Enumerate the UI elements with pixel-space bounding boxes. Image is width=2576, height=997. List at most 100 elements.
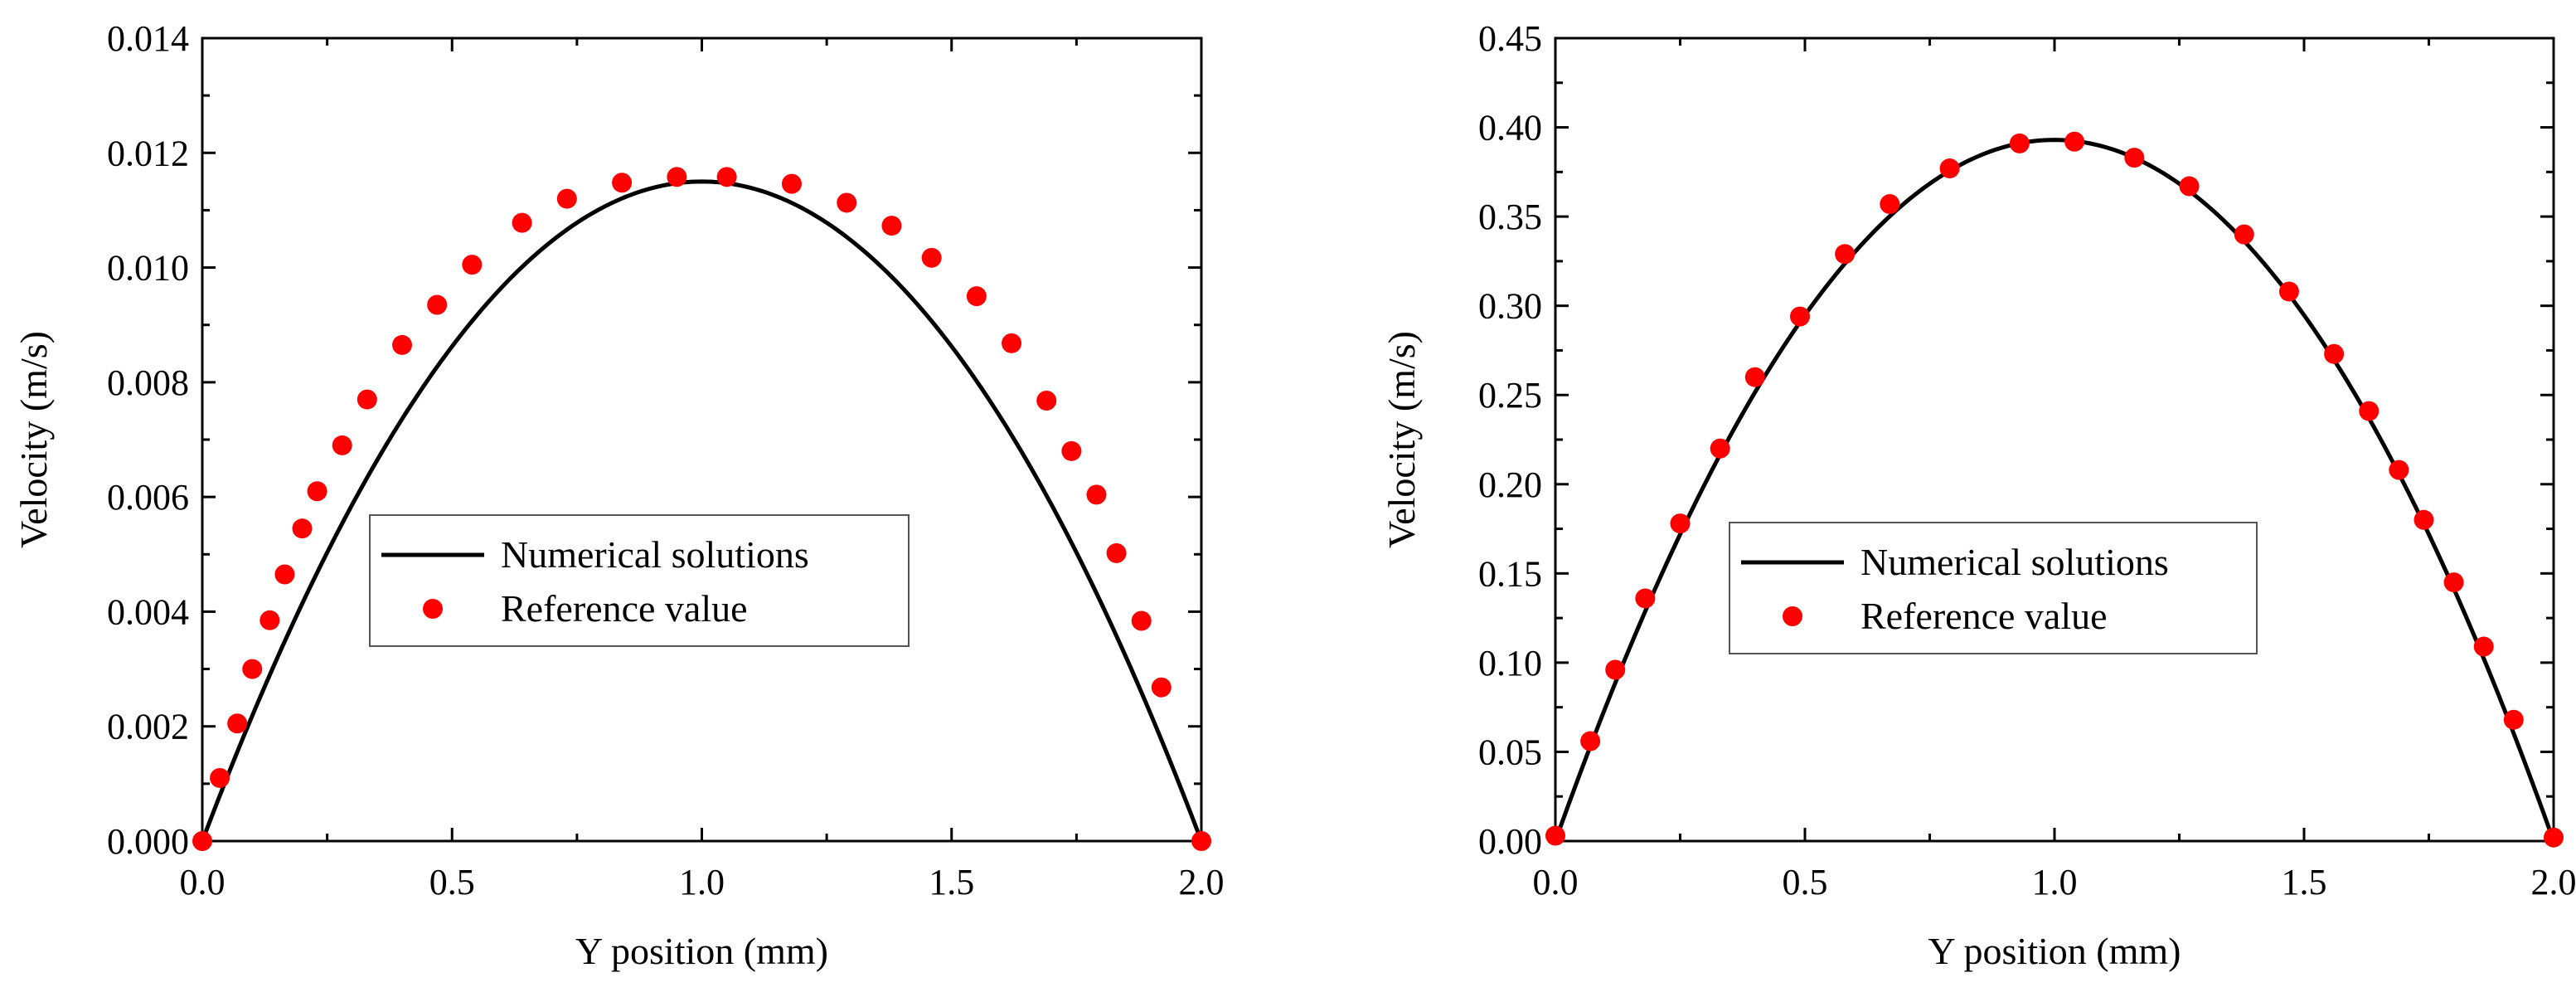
reference-point — [260, 610, 280, 630]
x-tick-label: 0.0 — [1533, 862, 1579, 902]
reference-point — [274, 564, 295, 585]
legend-label-numerical: Numerical solutions — [501, 533, 809, 576]
y-axis-title: Velocity (m/s) — [12, 331, 55, 548]
reference-point — [2443, 572, 2464, 593]
reference-point — [332, 435, 352, 455]
y-tick-label: 0.20 — [1478, 464, 1542, 505]
reference-point — [192, 831, 212, 851]
reference-point — [1191, 831, 1211, 851]
y-tick-label: 0.006 — [107, 477, 189, 518]
reference-point — [1061, 440, 1082, 461]
x-axis-title: Y position (mm) — [575, 930, 828, 972]
chart-left: 0.0 0.5 1.0 1.5 2.0 0.000 0.002 0.004 0.006 0.008… — [12, 18, 1225, 972]
reference-point — [881, 216, 902, 236]
y-tick-label: 0.35 — [1478, 197, 1542, 237]
y-tick-label: 0.014 — [107, 18, 189, 59]
legend-label-reference: Reference value — [501, 587, 748, 630]
chart-right: 0.0 0.5 1.0 1.5 2.0 0.00 0.05 0.10 0.15 0.20 0.25 0… — [1380, 18, 2576, 972]
reference-point — [716, 167, 737, 187]
reference-point — [427, 294, 448, 315]
y-tick-label: 0.45 — [1478, 18, 1542, 59]
legend-label-numerical: Numerical solutions — [1860, 541, 2169, 583]
reference-point — [2124, 148, 2145, 168]
x-tick-label: 0.5 — [1783, 862, 1828, 902]
reference-point — [1744, 367, 1765, 387]
reference-point — [1086, 484, 1107, 505]
reference-point — [2473, 636, 2494, 657]
reference-point — [1835, 244, 1856, 265]
y-tick-label: 0.15 — [1478, 553, 1542, 594]
reference-point — [392, 334, 412, 355]
reference-point — [556, 188, 577, 209]
reference-point — [921, 247, 942, 268]
x-tick-label: 1.5 — [929, 862, 974, 902]
reference-point — [227, 713, 248, 734]
y-tick-label: 0.010 — [107, 248, 189, 289]
y-tick-label: 0.000 — [107, 821, 189, 862]
reference-point — [2389, 460, 2409, 480]
x-tick-label: 2.0 — [2531, 862, 2576, 902]
legend-dot-swatch — [1783, 606, 1802, 626]
reference-point — [1036, 390, 1057, 411]
reference-point — [2278, 281, 2299, 302]
reference-point — [307, 481, 327, 502]
reference-point — [1710, 438, 1730, 459]
x-tick-label: 1.0 — [2032, 862, 2078, 902]
reference-point — [2064, 131, 2085, 152]
y-tick-label: 0.008 — [107, 362, 189, 403]
legend-dot-swatch — [423, 599, 443, 619]
x-axis-title: Y position (mm) — [1928, 930, 2181, 972]
numerical-solution-line — [1553, 138, 2556, 842]
reference-point — [1545, 825, 1565, 846]
x-tick-label: 0.5 — [429, 862, 475, 902]
reference-point — [292, 518, 313, 539]
reference-point — [2413, 509, 2434, 530]
reference-point — [667, 167, 687, 187]
reference-point — [1605, 659, 1626, 680]
reference-point — [2179, 176, 2200, 197]
reference-point — [1789, 306, 1810, 327]
y-tick-label: 0.004 — [107, 591, 189, 632]
reference-point — [612, 173, 633, 193]
plot-frame — [1554, 36, 2555, 843]
reference-point — [1939, 158, 1960, 179]
numerical-solution-line — [200, 179, 1204, 842]
y-tick-label: 0.25 — [1478, 375, 1542, 416]
legend-box — [369, 514, 910, 647]
reference-point — [1131, 610, 1152, 631]
reference-point — [966, 286, 987, 307]
reference-point — [210, 767, 230, 788]
reference-point — [1151, 677, 1172, 698]
reference-point — [781, 173, 802, 194]
reference-point — [2324, 343, 2345, 364]
reference-point — [1580, 731, 1601, 751]
y-tick-label: 0.002 — [107, 707, 189, 747]
y-axis-title: Velocity (m/s) — [1380, 331, 1423, 548]
y-tick-label: 0.012 — [107, 133, 189, 173]
reference-point — [462, 255, 483, 275]
x-tick-label: 0.0 — [180, 862, 226, 902]
y-tick-label: 0.00 — [1478, 821, 1542, 862]
y-tick-label: 0.40 — [1478, 108, 1542, 148]
y-tick-label: 0.30 — [1478, 286, 1542, 327]
reference-point — [2359, 401, 2380, 421]
reference-point — [1670, 513, 1691, 534]
plot-frame — [201, 36, 1203, 843]
reference-point — [1002, 333, 1022, 353]
reference-point — [1635, 588, 1656, 609]
reference-point — [1106, 542, 1127, 563]
x-tick-label: 1.5 — [2282, 862, 2327, 902]
legend-label-reference: Reference value — [1860, 595, 2108, 637]
reference-point — [2503, 709, 2524, 730]
reference-point — [2009, 133, 2030, 153]
legend-box — [1729, 522, 2258, 654]
reference-point — [2544, 827, 2564, 848]
reference-point — [2234, 224, 2254, 245]
reference-point — [1880, 194, 1900, 215]
x-tick-label: 2.0 — [1179, 862, 1225, 902]
reference-point — [837, 192, 857, 213]
reference-point — [357, 389, 377, 410]
x-tick-label: 1.0 — [679, 862, 725, 902]
reference-point — [512, 212, 532, 233]
reference-point — [242, 659, 263, 679]
